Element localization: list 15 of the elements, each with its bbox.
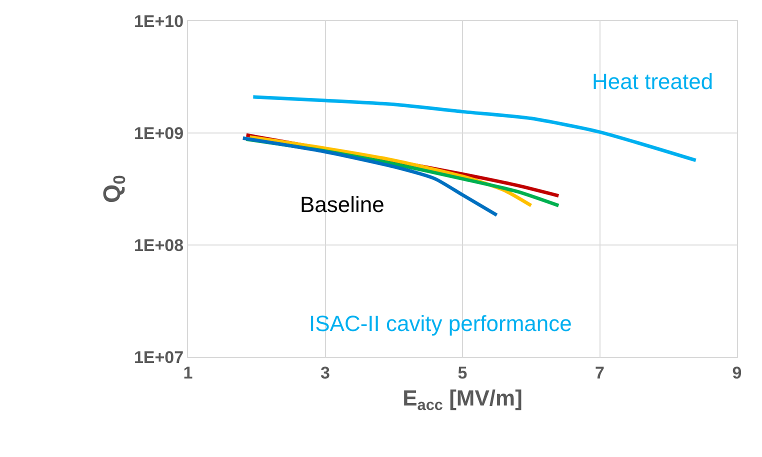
y-tick-label: 1E+10 <box>134 12 184 31</box>
annotation: Heat treated <box>592 69 714 94</box>
line-series <box>251 95 698 162</box>
annotation: Baseline <box>300 192 384 217</box>
x-tick-label: 5 <box>458 363 468 382</box>
x-tick-label: 7 <box>595 363 604 382</box>
y-tick-label: 1E+08 <box>134 236 184 255</box>
x-axis-title: E$_{acc}$ [MV/m] <box>402 385 522 414</box>
x-tick-label: 9 <box>732 363 742 382</box>
annotation: ISAC-II cavity performance <box>309 311 572 336</box>
y-tick-label: 1E+09 <box>134 124 184 143</box>
x-tick-label: 1 <box>183 363 193 382</box>
y-tick-label: 1E+07 <box>134 348 184 367</box>
line-series <box>241 136 499 217</box>
x-tick-label: 3 <box>320 363 330 382</box>
